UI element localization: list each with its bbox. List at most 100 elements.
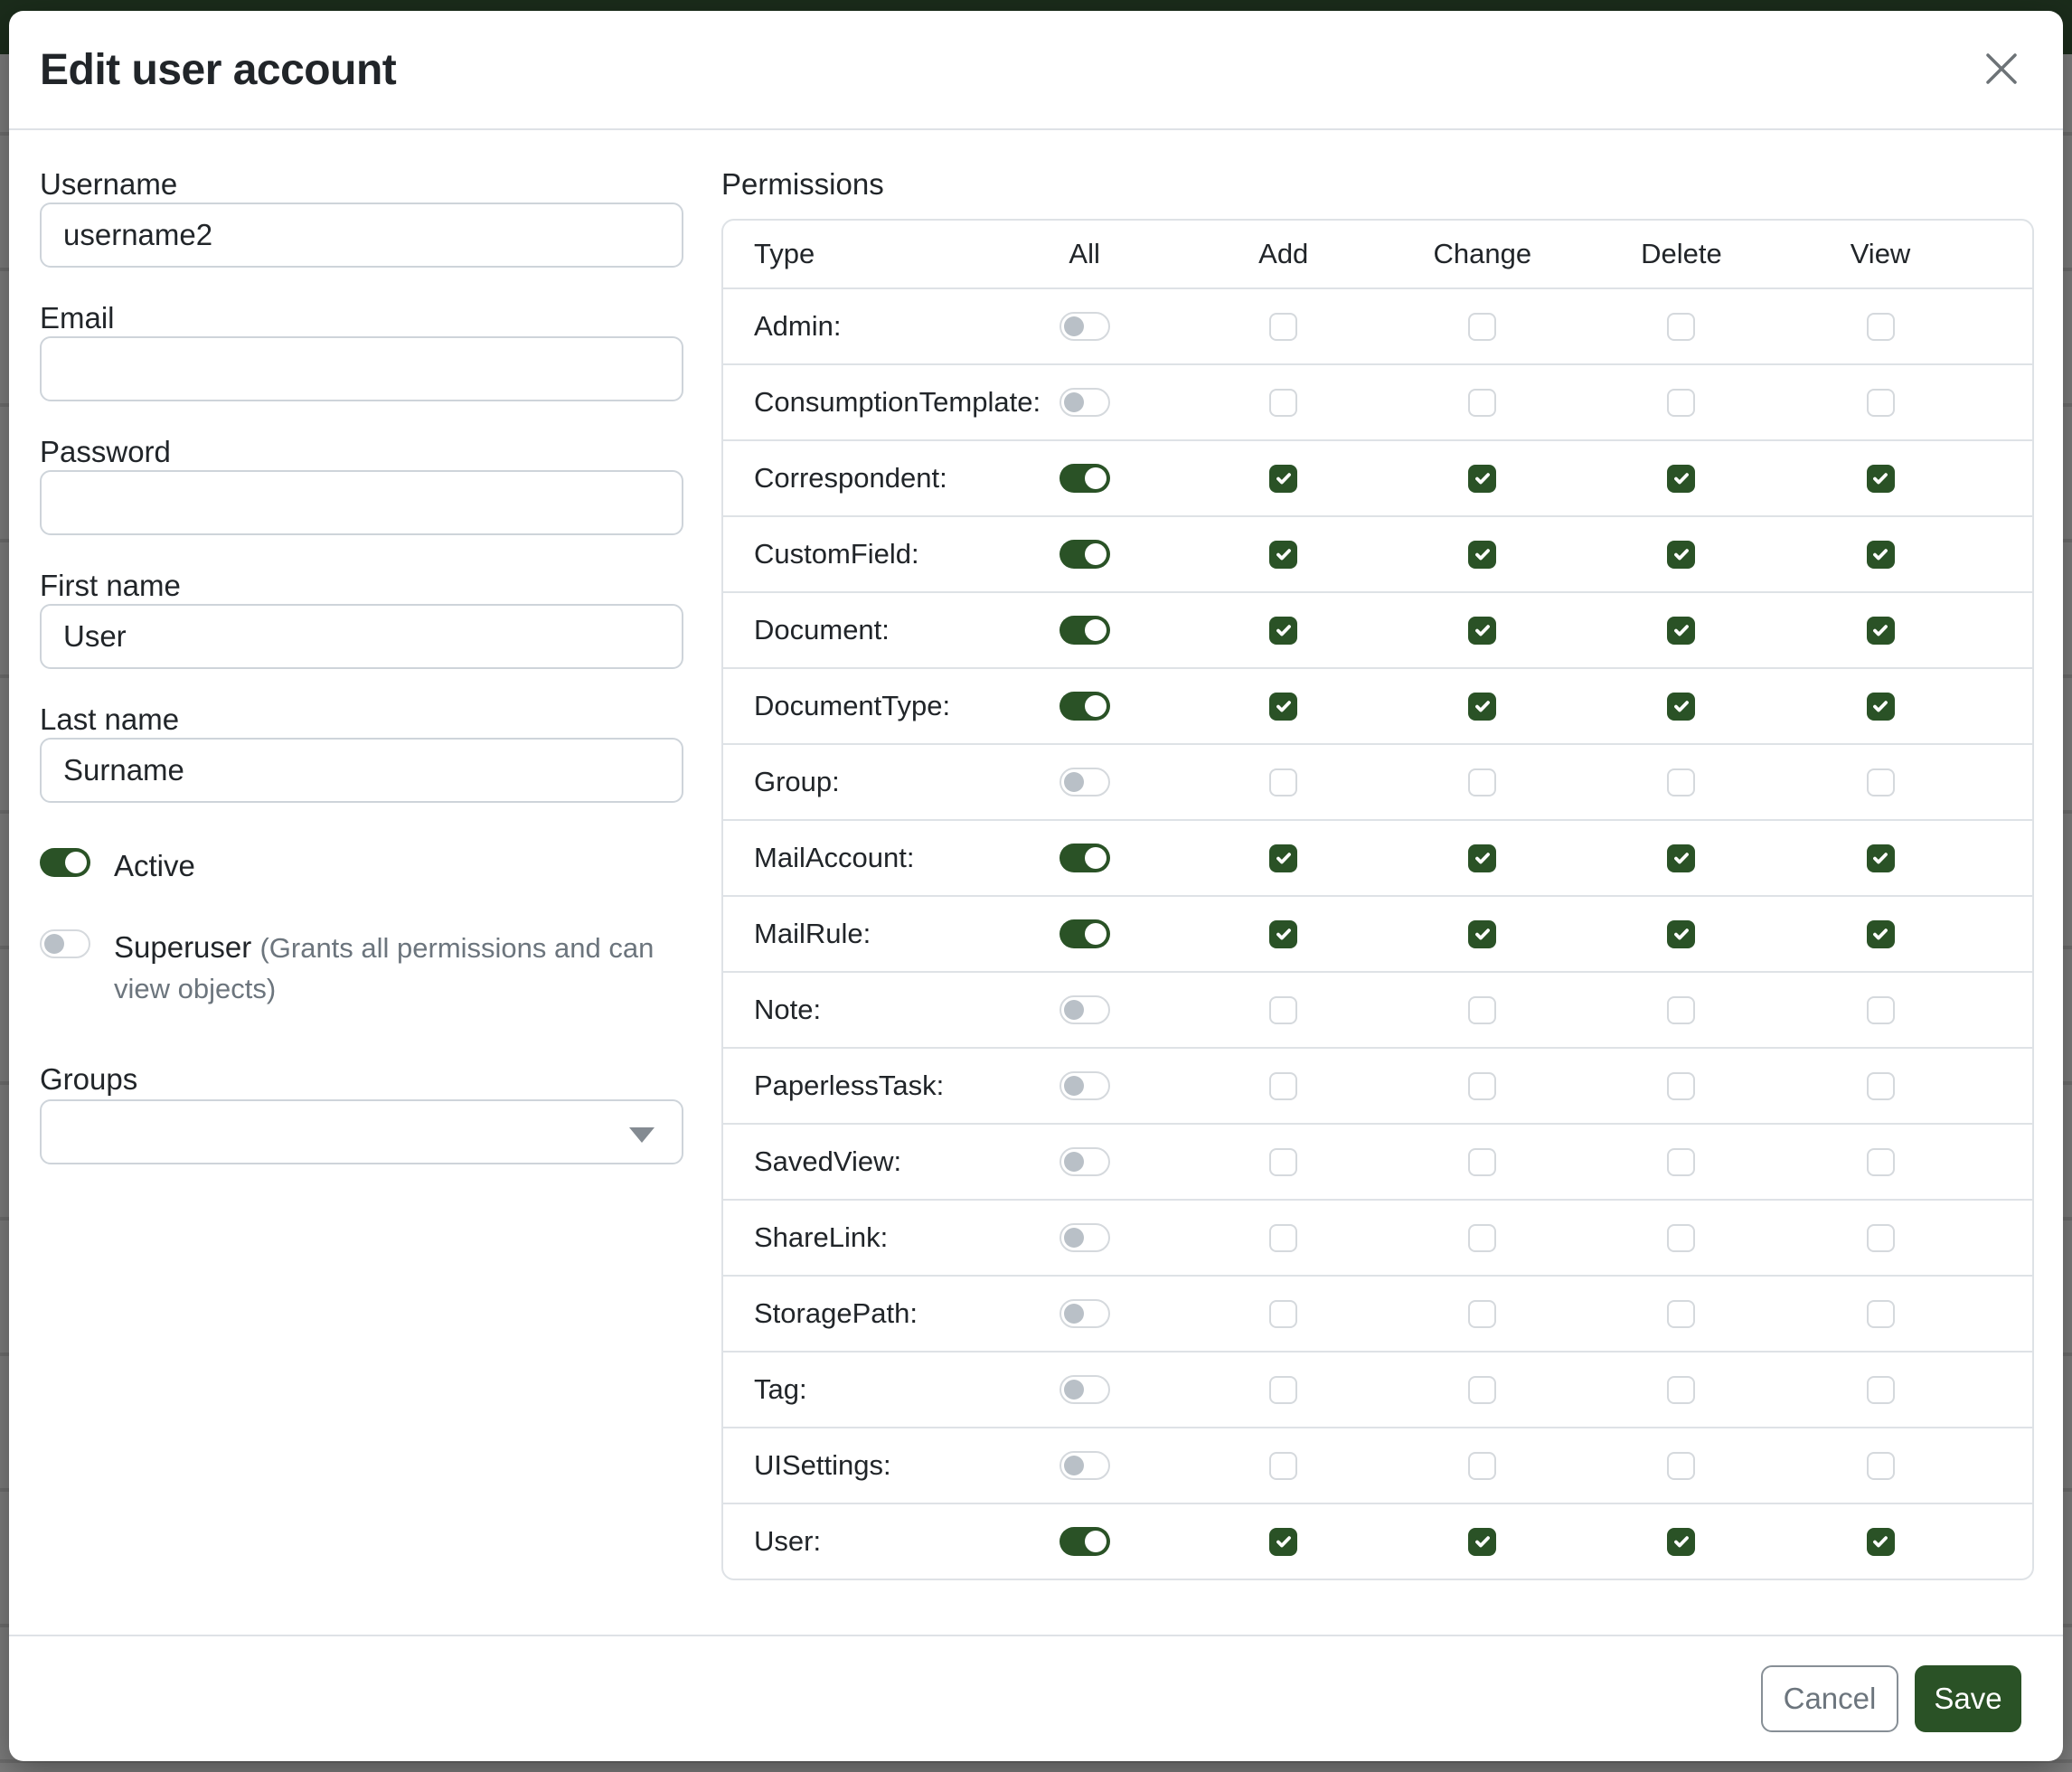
perm-tag-all-toggle[interactable] — [1059, 1375, 1110, 1404]
close-button[interactable] — [1978, 46, 2025, 93]
perm-sharelink-add-checkbox[interactable] — [1269, 1223, 1298, 1252]
perm-paperlesstask-add-checkbox[interactable] — [1269, 1071, 1298, 1100]
last-name-input[interactable] — [40, 738, 683, 803]
perm-correspondent-all-toggle[interactable] — [1059, 464, 1110, 493]
perm-note-change-checkbox[interactable] — [1468, 995, 1497, 1024]
perm-note-delete-checkbox[interactable] — [1667, 995, 1696, 1024]
perm-uisettings-delete-checkbox[interactable] — [1667, 1451, 1696, 1480]
perm-storagepath-change-checkbox[interactable] — [1468, 1299, 1497, 1328]
password-input[interactable] — [40, 470, 683, 535]
perm-paperlesstask-all-toggle[interactable] — [1059, 1071, 1110, 1100]
perm-mailaccount-change-checkbox[interactable] — [1468, 844, 1497, 872]
perm-correspondent-view-checkbox[interactable] — [1866, 464, 1895, 493]
perm-admin-change-checkbox[interactable] — [1468, 312, 1497, 341]
perm-mailaccount-view-checkbox[interactable] — [1866, 844, 1895, 872]
perm-savedview-add-checkbox[interactable] — [1269, 1147, 1298, 1176]
last-name-label: Last name — [40, 702, 180, 736]
save-button[interactable]: Save — [1915, 1665, 2021, 1732]
perm-sharelink-all-toggle[interactable] — [1059, 1223, 1110, 1252]
perm-admin-view-checkbox[interactable] — [1866, 312, 1895, 341]
perm-customfield-view-checkbox[interactable] — [1866, 540, 1895, 569]
perm-customfield-change-checkbox[interactable] — [1468, 540, 1497, 569]
perm-user-view-checkbox[interactable] — [1866, 1527, 1895, 1556]
perm-note-all-toggle[interactable] — [1059, 995, 1110, 1024]
perm-admin-add-checkbox[interactable] — [1269, 312, 1298, 341]
perm-uisettings-add-checkbox[interactable] — [1269, 1451, 1298, 1480]
perm-documenttype-view-checkbox[interactable] — [1866, 692, 1895, 721]
perm-paperlesstask-delete-checkbox[interactable] — [1667, 1071, 1696, 1100]
perm-user-all-toggle[interactable] — [1059, 1527, 1110, 1556]
perm-document-delete-checkbox[interactable] — [1667, 616, 1696, 645]
perm-storagepath-delete-checkbox[interactable] — [1667, 1299, 1696, 1328]
perm-consumptiontemplate-all-toggle[interactable] — [1059, 388, 1110, 417]
table-row: User: — [723, 1503, 2032, 1579]
perm-mailrule-delete-checkbox[interactable] — [1667, 919, 1696, 948]
perm-admin-delete-checkbox[interactable] — [1667, 312, 1696, 341]
perm-tag-add-checkbox[interactable] — [1269, 1375, 1298, 1404]
perm-correspondent-add-checkbox[interactable] — [1269, 464, 1298, 493]
perm-documenttype-add-checkbox[interactable] — [1269, 692, 1298, 721]
perm-sharelink-delete-checkbox[interactable] — [1667, 1223, 1696, 1252]
perm-group-change-checkbox[interactable] — [1468, 768, 1497, 796]
superuser-toggle[interactable] — [40, 929, 90, 958]
perm-note-view-checkbox[interactable] — [1866, 995, 1895, 1024]
perm-customfield-add-checkbox[interactable] — [1269, 540, 1298, 569]
perm-uisettings-all-toggle[interactable] — [1059, 1451, 1110, 1480]
perm-group-view-checkbox[interactable] — [1866, 768, 1895, 796]
perm-user-delete-checkbox[interactable] — [1667, 1527, 1696, 1556]
perm-customfield-all-toggle[interactable] — [1059, 540, 1110, 569]
perm-mailaccount-all-toggle[interactable] — [1059, 844, 1110, 872]
perm-document-add-checkbox[interactable] — [1269, 616, 1298, 645]
perm-tag-view-checkbox[interactable] — [1866, 1375, 1895, 1404]
perm-user-add-checkbox[interactable] — [1269, 1527, 1298, 1556]
perm-tag-change-checkbox[interactable] — [1468, 1375, 1497, 1404]
perm-admin-all-toggle[interactable] — [1059, 312, 1110, 341]
perm-mailaccount-add-checkbox[interactable] — [1269, 844, 1298, 872]
perm-storagepath-add-checkbox[interactable] — [1269, 1299, 1298, 1328]
perm-documenttype-all-toggle[interactable] — [1059, 692, 1110, 721]
perm-document-all-toggle[interactable] — [1059, 616, 1110, 645]
perm-sharelink-change-checkbox[interactable] — [1468, 1223, 1497, 1252]
perm-group-delete-checkbox[interactable] — [1667, 768, 1696, 796]
perm-storagepath-all-toggle[interactable] — [1059, 1299, 1110, 1328]
perm-tag-delete-checkbox[interactable] — [1667, 1375, 1696, 1404]
perm-storagepath-view-checkbox[interactable] — [1866, 1299, 1895, 1328]
perm-mailrule-change-checkbox[interactable] — [1468, 919, 1497, 948]
perm-document-change-checkbox[interactable] — [1468, 616, 1497, 645]
perm-consumptiontemplate-add-checkbox[interactable] — [1269, 388, 1298, 417]
perm-documenttype-change-checkbox[interactable] — [1468, 692, 1497, 721]
active-toggle[interactable] — [40, 848, 90, 877]
perm-correspondent-change-checkbox[interactable] — [1468, 464, 1497, 493]
perm-uisettings-change-checkbox[interactable] — [1468, 1451, 1497, 1480]
perm-mailaccount-delete-checkbox[interactable] — [1667, 844, 1696, 872]
perm-savedview-delete-checkbox[interactable] — [1667, 1147, 1696, 1176]
perm-correspondent-delete-checkbox[interactable] — [1667, 464, 1696, 493]
perm-sharelink-view-checkbox[interactable] — [1866, 1223, 1895, 1252]
perm-savedview-all-toggle[interactable] — [1059, 1147, 1110, 1176]
perm-paperlesstask-change-checkbox[interactable] — [1468, 1071, 1497, 1100]
perm-mailrule-view-checkbox[interactable] — [1866, 919, 1895, 948]
perm-uisettings-view-checkbox[interactable] — [1866, 1451, 1895, 1480]
perm-note-add-checkbox[interactable] — [1269, 995, 1298, 1024]
cancel-button[interactable]: Cancel — [1761, 1665, 1898, 1732]
perm-user-change-checkbox[interactable] — [1468, 1527, 1497, 1556]
perm-savedview-change-checkbox[interactable] — [1468, 1147, 1497, 1176]
perm-customfield-delete-checkbox[interactable] — [1667, 540, 1696, 569]
first-name-label: First name — [40, 569, 181, 602]
perm-savedview-view-checkbox[interactable] — [1866, 1147, 1895, 1176]
perm-group-add-checkbox[interactable] — [1269, 768, 1298, 796]
perm-document-view-checkbox[interactable] — [1866, 616, 1895, 645]
perm-mailrule-add-checkbox[interactable] — [1269, 919, 1298, 948]
groups-select[interactable] — [40, 1099, 683, 1164]
username-input[interactable] — [40, 203, 683, 268]
perm-group-all-toggle[interactable] — [1059, 768, 1110, 796]
perm-consumptiontemplate-delete-checkbox[interactable] — [1667, 388, 1696, 417]
perm-documenttype-delete-checkbox[interactable] — [1667, 692, 1696, 721]
perm-paperlesstask-view-checkbox[interactable] — [1866, 1071, 1895, 1100]
email-input[interactable] — [40, 336, 683, 401]
perm-consumptiontemplate-change-checkbox[interactable] — [1468, 388, 1497, 417]
perm-consumptiontemplate-view-checkbox[interactable] — [1866, 388, 1895, 417]
perm-mailrule-all-toggle[interactable] — [1059, 919, 1110, 948]
toggle-knob — [1084, 923, 1107, 945]
first-name-input[interactable] — [40, 604, 683, 669]
